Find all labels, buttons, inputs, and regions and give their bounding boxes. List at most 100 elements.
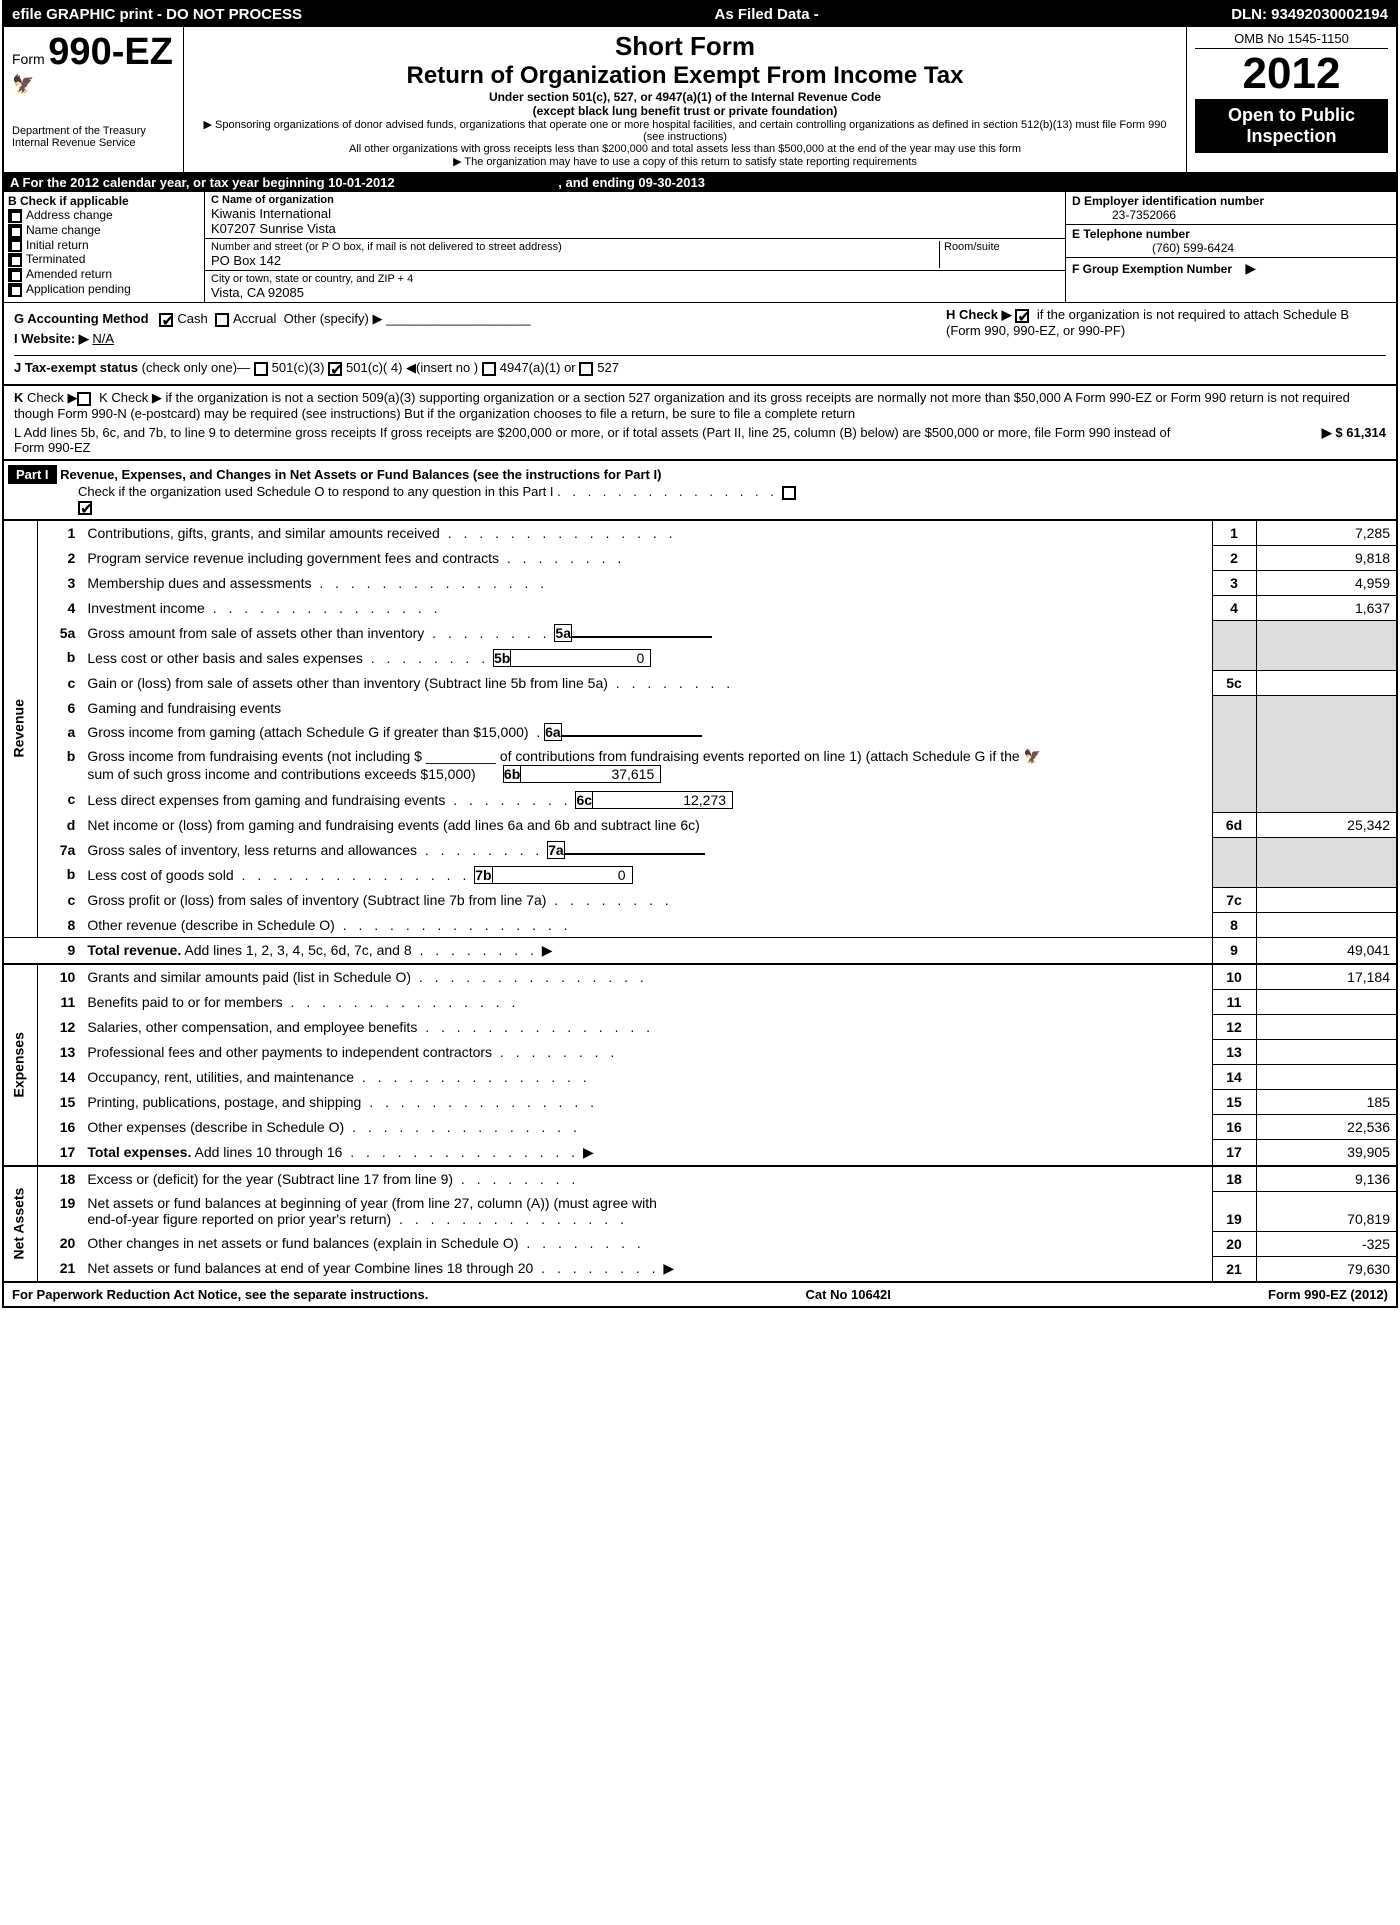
chk-k[interactable] (77, 392, 91, 406)
ln11-amt (1256, 990, 1396, 1015)
ln13-rno: 13 (1212, 1040, 1256, 1065)
chk-initial-return[interactable]: Initial return (8, 238, 200, 253)
ln6b-iamt: 37,615 (521, 765, 661, 783)
chk-accrual[interactable] (215, 313, 229, 327)
ln6b-text2: of contributions from fundraising events… (500, 748, 1020, 764)
j-opt-1: 501(c)( 4) ◀(insert no ) (346, 360, 478, 375)
note2: All other organizations with gross recei… (192, 143, 1178, 155)
footer-right: Form 990-EZ (2012) (1268, 1287, 1388, 1302)
subtitle: Under section 501(c), 527, or 4947(a)(1)… (192, 90, 1178, 104)
ln14-text: Occupancy, rent, utilities, and maintena… (87, 1069, 354, 1085)
chk-501c3[interactable] (254, 362, 268, 376)
ln7b-no: b (37, 862, 81, 888)
dots (417, 1019, 654, 1035)
dots (440, 525, 677, 541)
ln8-amt (1256, 913, 1396, 938)
i-label: I Website: ▶ (14, 331, 89, 346)
chk-501c[interactable] (328, 362, 342, 376)
chk-terminated[interactable]: Terminated (8, 252, 200, 267)
ln21-no: 21 (37, 1256, 81, 1281)
dots (546, 892, 672, 908)
ln7c-amt (1256, 888, 1396, 913)
ln4-text: Investment income (87, 600, 205, 616)
topbar-right: DLN: 93492030002194 (1231, 6, 1388, 23)
netassets-label: Net Assets (4, 1166, 37, 1282)
ln11-no: 11 (37, 990, 81, 1015)
dots (344, 1119, 581, 1135)
ln6c-text: Less direct expenses from gaming and fun… (87, 792, 445, 808)
ln6a-ino: 6a (544, 723, 562, 741)
lines-table: Revenue 1 Contributions, gifts, grants, … (4, 519, 1396, 1281)
inspection-label: Inspection (1246, 126, 1336, 146)
ln18-amt: 9,136 (1256, 1166, 1396, 1192)
chk-amended[interactable]: Amended return (8, 267, 200, 282)
ln1-no: 1 (37, 520, 81, 546)
dots (234, 867, 471, 883)
open-to-public: Open to Public Inspection (1195, 99, 1388, 153)
section-a-row: A For the 2012 calendar year, or tax yea… (4, 173, 1396, 192)
chk-4947[interactable] (482, 362, 496, 376)
footer-center: Cat No 10642I (806, 1287, 891, 1302)
dots (445, 792, 571, 808)
ln9-rno: 9 (1212, 938, 1256, 965)
j-opt-0: 501(c)(3) (272, 360, 325, 375)
g-accrual: Accrual (233, 311, 276, 326)
ln7a-no: 7a (37, 838, 81, 862)
ln15-no: 15 (37, 1090, 81, 1115)
chk-address-change[interactable]: Address change (8, 208, 200, 223)
b-item-terminated: Terminated (26, 252, 85, 266)
c-city-label: City or town, state or country, and ZIP … (211, 273, 1059, 285)
org-name-1: Kiwanis International (211, 206, 1059, 221)
ln6b-no: b (37, 744, 81, 787)
ln21-text: Net assets or fund balances at end of ye… (87, 1260, 533, 1276)
b-label: B Check if applicable (8, 194, 200, 208)
dots (533, 1260, 659, 1276)
ln20-rno: 20 (1212, 1231, 1256, 1256)
ln5a-iamt (572, 636, 712, 638)
dots (335, 917, 572, 933)
ln13-text: Professional fees and other payments to … (87, 1044, 492, 1060)
chk-part-i-yes[interactable] (78, 501, 92, 515)
ln6b-ino: 6b (503, 765, 521, 783)
ln6c-no: c (37, 787, 81, 813)
section-ghij: G Accounting Method Cash Accrual Other (… (4, 303, 1396, 385)
ln5c-no: c (37, 671, 81, 696)
chk-527[interactable] (579, 362, 593, 376)
ln5c-rno: 5c (1212, 671, 1256, 696)
g-other: Other (specify) ▶ (284, 311, 383, 326)
l-text: L Add lines 5b, 6c, and 7b, to line 9 to… (14, 425, 1186, 455)
dots (417, 842, 543, 858)
chk-name-change[interactable]: Name change (8, 223, 200, 238)
website-value: N/A (92, 331, 114, 346)
ln11-text: Benefits paid to or for members (87, 994, 282, 1010)
org-city: Vista, CA 92085 (211, 285, 1059, 300)
ln2-no: 2 (37, 546, 81, 571)
ln17-amt: 39,905 (1256, 1140, 1396, 1166)
phone-value: (760) 599-6424 (1072, 241, 1234, 255)
chk-cash[interactable] (159, 313, 173, 327)
irs-label: Internal Revenue Service (12, 137, 175, 149)
j-opt-3: 527 (597, 360, 619, 375)
ln7a-text: Gross sales of inventory, less returns a… (87, 842, 417, 858)
ln21-rno: 21 (1212, 1256, 1256, 1281)
chk-app-pending[interactable]: Application pending (8, 282, 200, 297)
footer-left: For Paperwork Reduction Act Notice, see … (12, 1287, 428, 1302)
part-i-check-text: Check if the organization used Schedule … (78, 484, 554, 499)
expenses-label: Expenses (4, 964, 37, 1166)
dots (205, 600, 442, 616)
ln6d-amt: 25,342 (1256, 813, 1396, 838)
topbar-center: As Filed Data - (715, 6, 819, 23)
ln19-rno: 19 (1212, 1191, 1256, 1231)
ln3-no: 3 (37, 571, 81, 596)
ln10-no: 10 (37, 964, 81, 990)
ln12-no: 12 (37, 1015, 81, 1040)
ln10-text: Grants and similar amounts paid (list in… (87, 969, 411, 985)
note1: ▶ Sponsoring organizations of donor advi… (192, 118, 1178, 143)
gray-cell (1212, 696, 1256, 813)
chk-h[interactable] (1015, 309, 1029, 323)
ln18-rno: 18 (1212, 1166, 1256, 1192)
dots (363, 650, 489, 666)
ln9-amt: 49,041 (1256, 938, 1396, 965)
ln6a-no: a (37, 720, 81, 744)
chk-part-i[interactable] (782, 486, 796, 500)
